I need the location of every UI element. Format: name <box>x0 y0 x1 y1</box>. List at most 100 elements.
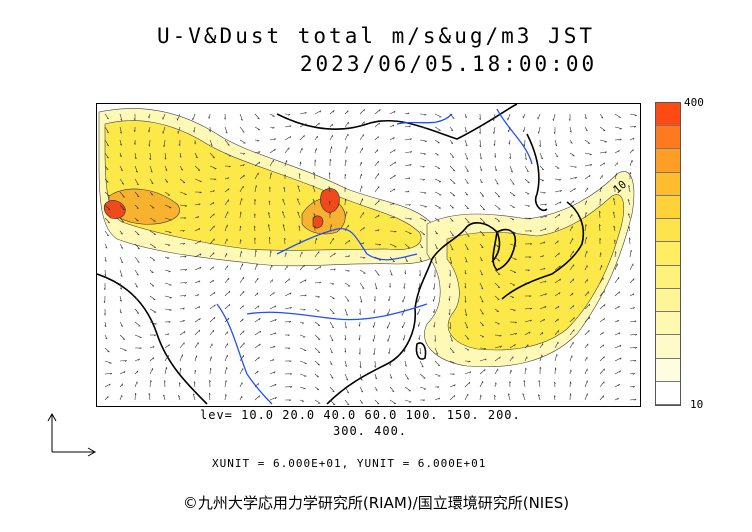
wind-vector-head <box>168 321 171 323</box>
wind-vector <box>359 242 365 245</box>
wind-vector-head <box>304 279 307 282</box>
wind-vector-head <box>242 131 245 133</box>
wind-vector <box>254 213 256 219</box>
wind-vector <box>419 256 422 262</box>
wind-vector-head <box>180 367 182 370</box>
wind-vector <box>119 178 125 185</box>
wind-vector <box>419 230 425 235</box>
wind-vector-head <box>417 287 419 290</box>
dust-field <box>98 108 635 368</box>
wind-vector-head <box>481 313 484 315</box>
wind-vector <box>479 381 484 388</box>
wind-vector-head <box>177 131 179 134</box>
wind-vector-head <box>119 311 122 314</box>
wind-vector <box>162 126 166 134</box>
wind-vector <box>224 265 229 271</box>
wind-vector-head <box>553 131 556 135</box>
wind-vector-head <box>199 191 202 194</box>
wind-vector <box>284 307 292 310</box>
wind-vector <box>282 199 286 206</box>
wind-vector-head <box>289 321 292 323</box>
wind-vector-head <box>418 337 420 340</box>
wind-vector-head <box>212 266 214 269</box>
wind-vector <box>359 185 363 193</box>
wind-vector <box>389 149 396 154</box>
wind-vector <box>627 213 631 219</box>
wind-vector <box>612 211 616 219</box>
wind-vector-head <box>544 280 547 283</box>
wind-vector-head <box>258 161 261 164</box>
wind-vector-head <box>407 190 410 193</box>
wind-vector <box>599 265 602 271</box>
wind-vector-head <box>228 317 230 320</box>
wind-vector-head <box>435 261 437 264</box>
wind-vector <box>104 321 107 327</box>
wind-vector-head <box>481 287 484 290</box>
wind-vector-head <box>553 395 556 398</box>
wind-vector <box>389 360 391 366</box>
wind-vector-head <box>448 286 451 289</box>
wind-vector-head <box>481 195 484 197</box>
wind-vector-head <box>557 240 559 243</box>
wind-vector-head <box>569 130 572 133</box>
wind-vector <box>524 367 526 375</box>
wind-vector-head <box>392 390 395 392</box>
wind-vector <box>134 152 137 159</box>
wind-vector <box>434 178 442 183</box>
wind-vector-head <box>135 286 138 288</box>
wind-vector <box>269 250 271 258</box>
wind-vector-head <box>393 110 396 113</box>
wind-vector <box>629 399 637 401</box>
wind-vector <box>267 224 271 232</box>
wind-vector <box>374 161 379 167</box>
wind-vector <box>224 253 228 258</box>
wind-vector-head <box>319 266 322 269</box>
wind-vector-head <box>194 142 196 145</box>
wind-vector-head <box>183 331 186 334</box>
wind-vector-head <box>603 356 605 359</box>
contour-levels-line2: 300. 400. <box>333 424 408 438</box>
wind-vector <box>328 200 331 206</box>
wind-vector <box>312 185 316 193</box>
wind-vector-head <box>619 370 621 373</box>
wind-vector-head <box>557 227 559 230</box>
wind-vector-head <box>289 136 292 139</box>
wind-vector-head <box>198 203 201 206</box>
wind-vector <box>539 318 545 323</box>
wind-vector <box>539 203 547 206</box>
wind-vector-head <box>407 112 410 115</box>
wind-vector-head <box>392 202 395 205</box>
wind-vector <box>254 263 258 271</box>
wind-vector <box>509 282 516 286</box>
wind-vector <box>539 267 546 271</box>
wind-vector <box>614 383 620 388</box>
wind-vector-head <box>267 224 270 227</box>
wind-vector <box>194 178 202 182</box>
wind-vector <box>524 152 527 160</box>
wind-vector-head <box>179 155 182 158</box>
wind-vector-head <box>432 287 435 290</box>
wind-vector-head <box>632 373 635 375</box>
wind-vector-head <box>390 377 393 379</box>
wind-vector <box>179 307 185 310</box>
border-west <box>97 273 208 405</box>
wind-vector-head <box>574 166 577 168</box>
wind-vector-head <box>373 352 375 356</box>
river-yangtze <box>246 303 428 321</box>
wind-vector <box>509 356 514 362</box>
wind-vector <box>494 230 499 234</box>
wind-vector <box>374 136 379 141</box>
wind-vector-head <box>286 160 288 163</box>
wind-vector <box>134 269 139 276</box>
wind-vector-head <box>627 199 630 201</box>
wind-vector-head <box>512 183 515 185</box>
wind-vector-head <box>344 338 347 341</box>
wind-vector-head <box>330 363 333 365</box>
wind-vector <box>194 329 201 336</box>
river-south <box>216 303 273 405</box>
wind-vector <box>434 152 439 156</box>
wind-vector <box>119 152 122 157</box>
wind-vector <box>449 139 454 144</box>
wind-vector <box>329 110 335 115</box>
wind-vector <box>344 334 347 341</box>
